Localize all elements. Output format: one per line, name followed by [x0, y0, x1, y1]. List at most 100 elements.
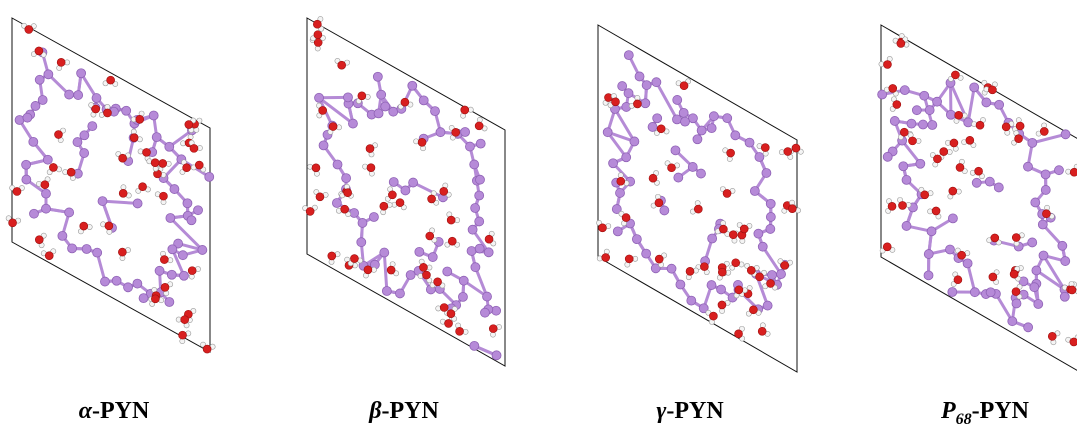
carbon-atom: [357, 238, 366, 247]
oxygen-atom: [781, 261, 789, 269]
carbon-atom: [183, 199, 192, 208]
carbon-atom: [483, 292, 492, 301]
oxygen-atom: [428, 195, 436, 203]
oxygen-atom: [118, 248, 126, 256]
oxygen-atom: [195, 161, 203, 169]
carbon-atom: [467, 246, 476, 255]
oxygen-atom: [604, 94, 612, 102]
oxygen-atom: [475, 122, 483, 130]
carbon-atom: [758, 242, 767, 251]
carbon-atom: [461, 128, 470, 137]
carbon-atom: [609, 159, 618, 168]
carbon-atom: [1024, 323, 1033, 332]
carbon-atom: [100, 277, 109, 286]
oxygen-atom: [633, 100, 641, 108]
carbon-atom: [970, 83, 979, 92]
carbon-atom: [80, 131, 89, 140]
carbon-atom: [723, 114, 732, 123]
oxygen-atom: [921, 191, 929, 199]
carbon-atom: [468, 225, 477, 234]
carbon-atom: [618, 82, 627, 91]
oxygen-atom: [949, 187, 957, 195]
oxygen-atom: [448, 237, 456, 245]
carbon-atom: [731, 131, 740, 140]
carbon-atom: [58, 231, 67, 240]
oxygen-atom: [456, 327, 464, 335]
oxygen-atom: [151, 295, 159, 303]
carbon-atom: [205, 172, 214, 181]
carbon-atom: [1061, 257, 1070, 266]
structure-cells: [6, 16, 1077, 372]
carbon-atom: [380, 248, 389, 257]
oxygen-atom: [338, 61, 346, 69]
carbon-atom: [377, 90, 386, 99]
oxygen-atom: [1070, 338, 1077, 346]
oxygen-atom: [344, 189, 352, 197]
carbon-atom: [29, 137, 38, 146]
panel-label: γ-PYN: [656, 398, 724, 424]
carbon-atom: [198, 245, 207, 254]
oxygen-atom: [9, 219, 17, 227]
carbon-atom: [1058, 241, 1067, 250]
carbon-atom: [653, 114, 662, 123]
carbon-atom: [994, 183, 1003, 192]
oxygen-atom: [668, 164, 676, 172]
carbon-atom: [1060, 292, 1069, 301]
oxygen-atom: [203, 345, 211, 353]
carbon-atom: [431, 107, 440, 116]
carbon-atom: [660, 206, 669, 215]
unit-cell: [881, 25, 1077, 372]
carbon-atom: [688, 162, 697, 171]
carbon-atom: [945, 245, 954, 254]
carbon-atom: [149, 111, 158, 120]
oxygen-atom: [951, 71, 959, 79]
carbon-atom: [475, 175, 484, 184]
oxygen-atom: [313, 20, 321, 28]
carbon-atom: [763, 301, 772, 310]
oxygen-atom: [319, 106, 327, 114]
oxygen-atom: [419, 263, 427, 271]
oxygen-atom: [617, 177, 625, 185]
carbon-atom: [707, 124, 716, 133]
carbon-atom: [1041, 170, 1050, 179]
carbon-atom: [697, 126, 706, 135]
oxygen-atom: [735, 286, 743, 294]
carbon-atom: [475, 191, 484, 200]
carbon-atom: [641, 99, 650, 108]
oxygen-atom: [312, 164, 320, 172]
carbon-atom: [1038, 220, 1047, 229]
carbon-atom: [406, 270, 415, 279]
carbon-atom: [470, 341, 479, 350]
oxygen-atom: [761, 144, 769, 152]
bond: [413, 183, 443, 198]
oxygen-atom: [788, 205, 796, 213]
carbon-atom: [122, 106, 131, 115]
carbon-atom: [963, 259, 972, 268]
bond: [103, 201, 138, 203]
carbon-atom: [970, 288, 979, 297]
carbon-atom: [476, 139, 485, 148]
carbon-atom: [1054, 166, 1063, 175]
carbon-atom: [92, 94, 101, 103]
panel-label: α-PYN: [79, 398, 150, 424]
oxygen-atom: [1010, 270, 1018, 278]
carbon-atom: [985, 177, 994, 186]
carbon-atom: [766, 224, 775, 233]
carbon-atom: [167, 270, 176, 279]
carbon-atom: [948, 287, 957, 296]
label-suffix: -PYN: [381, 398, 439, 424]
oxygen-atom: [329, 123, 337, 131]
oxygen-atom: [1068, 286, 1076, 294]
carbon-atom: [389, 107, 398, 116]
carbon-atom: [484, 248, 493, 257]
carbon-atom: [919, 120, 928, 129]
oxygen-atom: [732, 259, 740, 267]
carbon-atom: [73, 138, 82, 147]
carbon-atom: [673, 95, 682, 104]
carbon-atom: [995, 100, 1004, 109]
oxygen-atom: [434, 278, 442, 286]
oxygen-atom: [988, 86, 996, 94]
oxygen-atom: [1002, 123, 1010, 131]
carbon-atom: [750, 186, 759, 195]
unit-cell: [598, 25, 797, 372]
